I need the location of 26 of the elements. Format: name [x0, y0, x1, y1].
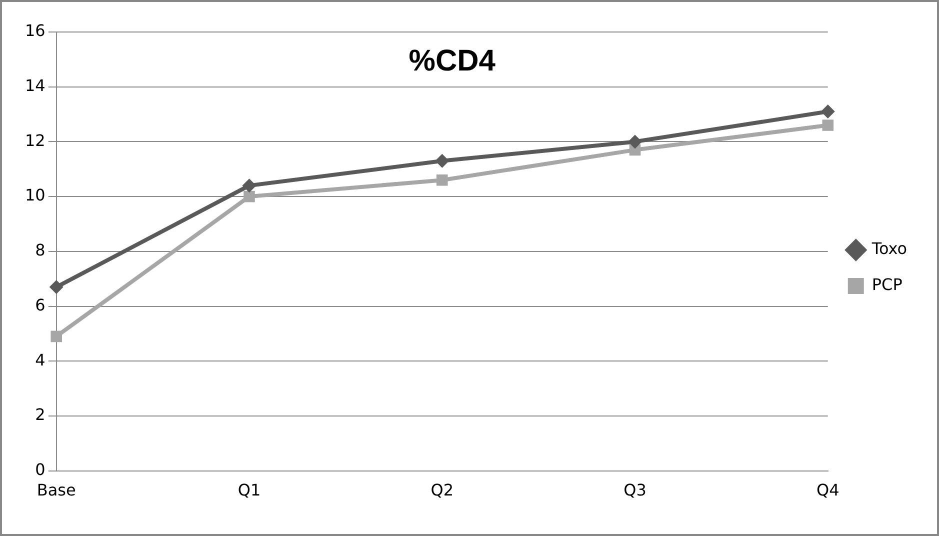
point	[244, 190, 255, 202]
y-tick-label: 14	[25, 76, 46, 96]
point	[436, 174, 448, 186]
y-tick-label: 16	[25, 21, 46, 40]
y-tick-label: 12	[25, 130, 46, 150]
x-tick-label: Base	[36, 480, 76, 500]
point	[628, 134, 642, 149]
x-tick-label: Q2	[430, 480, 454, 500]
x-tick-label: Q1	[238, 480, 261, 500]
point	[820, 104, 835, 119]
point	[49, 280, 64, 294]
y-tick-label: 10	[25, 186, 46, 205]
point	[822, 120, 834, 131]
y-tick-label: 8	[35, 240, 46, 260]
legend-label: PCP	[872, 275, 903, 294]
legend-label: Toxo	[870, 239, 908, 258]
point	[435, 154, 450, 168]
y-tick-label: 2	[35, 405, 46, 424]
y-tick-label: 0	[35, 460, 46, 479]
y-tick-label: 6	[35, 295, 46, 314]
x-tick-label: Q4	[816, 480, 840, 500]
point	[242, 178, 256, 193]
chart-title: %CD4	[408, 44, 496, 78]
y-tick-label: 4	[35, 350, 46, 370]
x-tick-label: Q3	[624, 480, 646, 500]
point	[50, 330, 62, 342]
